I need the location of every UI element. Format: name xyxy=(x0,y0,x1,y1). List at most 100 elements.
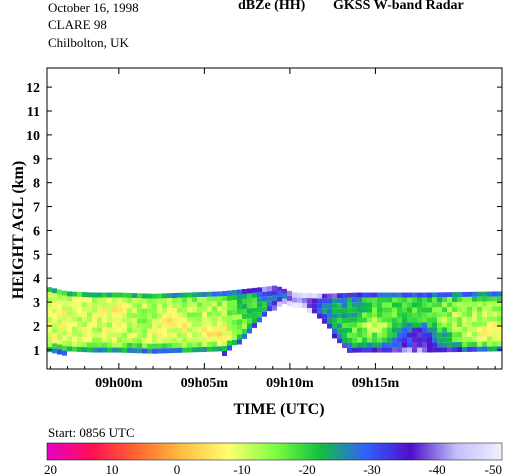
echo-cell xyxy=(422,347,427,353)
echo-cell xyxy=(92,307,97,313)
echo-cell xyxy=(247,303,252,309)
echo-cell xyxy=(222,331,227,337)
echo-cell xyxy=(457,332,462,338)
echo-cell xyxy=(132,343,137,349)
echo-cell xyxy=(462,331,467,337)
echo-cell xyxy=(347,292,352,298)
echo-cell xyxy=(52,293,57,299)
echo-cell xyxy=(257,292,262,298)
echo-cell xyxy=(422,312,427,318)
echo-cell xyxy=(242,293,247,299)
echo-cell xyxy=(227,325,232,331)
echo-cell xyxy=(472,316,477,322)
echo-cell xyxy=(412,337,417,343)
echo-cell xyxy=(327,293,332,299)
echo-cell xyxy=(222,351,227,357)
echo-cell xyxy=(137,343,142,349)
echo-cell xyxy=(372,292,377,298)
echo-cell xyxy=(92,302,97,308)
echo-cell xyxy=(227,340,232,346)
echo-cell xyxy=(232,329,237,335)
echo-cell xyxy=(342,303,347,309)
echo-cell xyxy=(142,318,147,324)
echo-cell xyxy=(52,348,57,354)
echo-cell xyxy=(397,297,402,303)
echo-cell xyxy=(497,326,502,332)
echo-cell xyxy=(377,332,382,338)
echo-cell xyxy=(52,313,57,319)
echo-cell xyxy=(332,323,337,329)
echo-cell xyxy=(242,328,247,334)
echo-cell xyxy=(197,302,202,308)
echo-cell xyxy=(402,302,407,308)
echo-cell xyxy=(257,287,262,293)
echo-cell xyxy=(432,297,437,303)
echo-cell xyxy=(407,312,412,318)
echo-cell xyxy=(402,312,407,318)
echo-cell xyxy=(337,333,342,339)
y-tick-label: 4 xyxy=(33,272,40,287)
echo-cell xyxy=(97,302,102,308)
echo-cell xyxy=(157,293,162,299)
echo-cell xyxy=(177,302,182,308)
echo-cell xyxy=(147,343,152,349)
echo-cell xyxy=(457,312,462,318)
echo-cell xyxy=(342,293,347,299)
echo-cell xyxy=(137,323,142,329)
echo-cell xyxy=(477,301,482,307)
echo-cell xyxy=(402,317,407,323)
echo-cell xyxy=(287,300,292,306)
echo-cell xyxy=(247,288,252,294)
echo-cell xyxy=(372,297,377,303)
echo-cell xyxy=(362,317,367,323)
echo-cell xyxy=(172,308,177,314)
echo-cell xyxy=(357,332,362,338)
echo-cell xyxy=(362,297,367,303)
echo-cell xyxy=(132,348,137,354)
echo-cell xyxy=(307,293,312,299)
echo-cell xyxy=(217,331,222,337)
echo-cell xyxy=(367,327,372,333)
echo-cell xyxy=(482,311,487,317)
echo-cell xyxy=(412,342,417,348)
echo-cell xyxy=(152,293,157,299)
echo-cell xyxy=(172,333,177,339)
echo-cell xyxy=(307,308,312,314)
echo-cell xyxy=(342,313,347,319)
echo-cell xyxy=(222,341,227,347)
echo-cell xyxy=(292,297,297,303)
echo-cell xyxy=(477,341,482,347)
echo-cell xyxy=(377,337,382,343)
echo-cell xyxy=(232,304,237,310)
echo-cell xyxy=(462,341,467,347)
echo-cell xyxy=(262,296,267,302)
start-time-label: Start: 0856 UTC xyxy=(48,425,135,440)
echo-cell xyxy=(452,327,457,333)
echo-cell xyxy=(132,323,137,329)
echo-cell xyxy=(127,337,132,343)
echo-cell xyxy=(407,317,412,323)
echo-cell xyxy=(202,316,207,322)
echo-cell xyxy=(142,313,147,319)
echo-cell xyxy=(157,343,162,349)
echo-cell xyxy=(452,322,457,328)
echo-cell xyxy=(427,297,432,303)
echo-cell xyxy=(417,312,422,318)
echo-cell xyxy=(232,324,237,330)
echo-cell xyxy=(467,331,472,337)
echo-cell xyxy=(257,302,262,308)
echo-cell xyxy=(237,299,242,305)
echo-cell xyxy=(192,312,197,318)
echo-cell xyxy=(137,303,142,309)
echo-cell xyxy=(357,322,362,328)
echo-cell xyxy=(112,302,117,308)
echo-cell xyxy=(242,313,247,319)
x-tick-label: 09h00m xyxy=(95,376,143,391)
echo-cell xyxy=(102,317,107,323)
echo-cell xyxy=(227,300,232,306)
echo-cell xyxy=(312,293,317,299)
echo-cell xyxy=(332,318,337,324)
echo-cell xyxy=(72,296,77,302)
echo-cell xyxy=(467,346,472,352)
